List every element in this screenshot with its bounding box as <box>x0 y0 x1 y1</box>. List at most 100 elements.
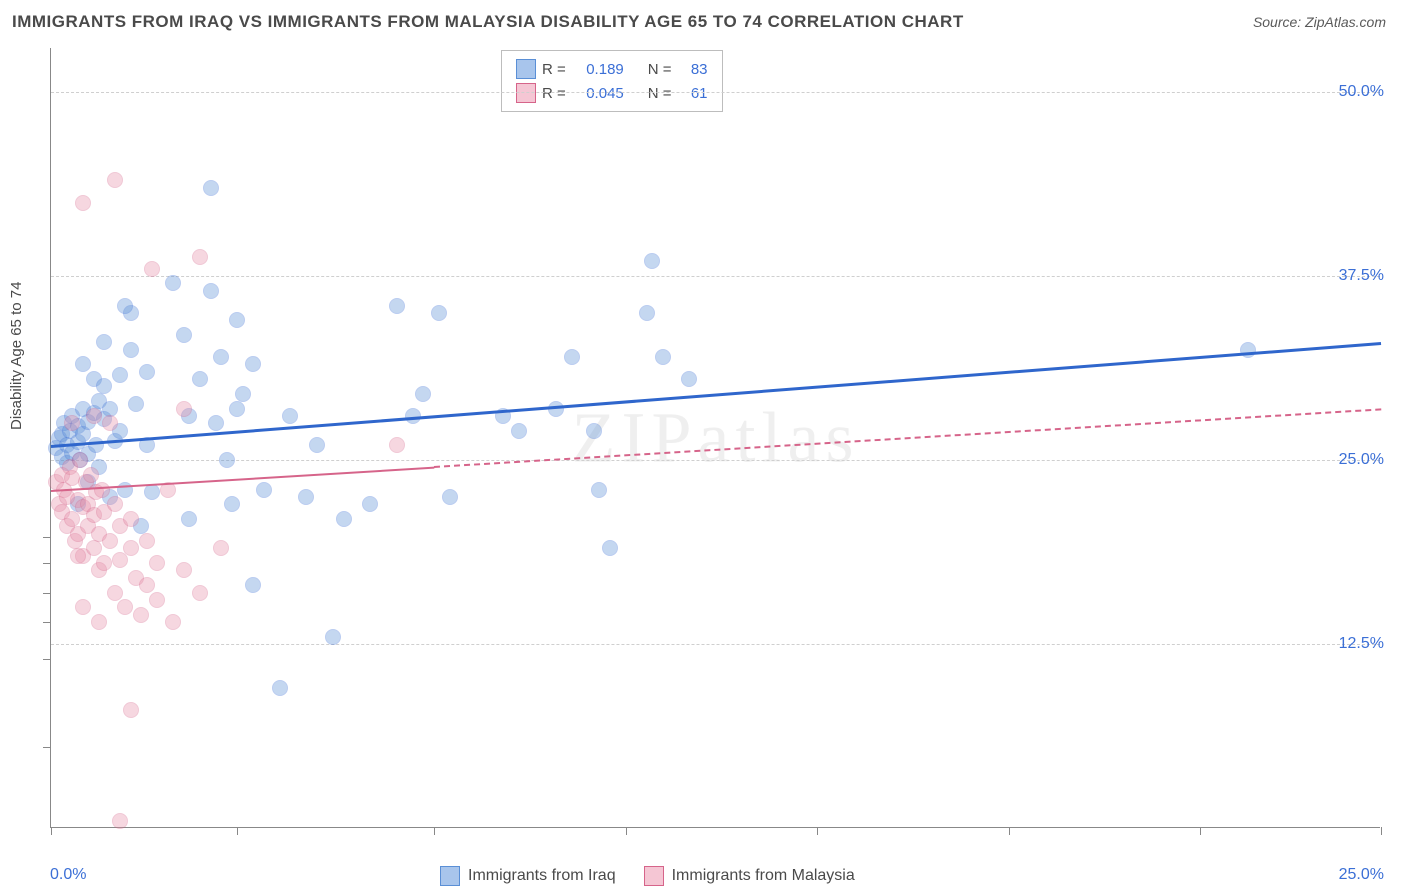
data-point <box>602 540 618 556</box>
y-tick-label: 37.5% <box>1339 267 1384 285</box>
data-point <box>88 437 104 453</box>
data-point <box>272 680 288 696</box>
data-point <box>176 327 192 343</box>
x-tick <box>51 827 52 835</box>
y-tick-label: 50.0% <box>1339 83 1384 101</box>
data-point <box>75 195 91 211</box>
y-tick <box>43 747 51 748</box>
data-point <box>219 452 235 468</box>
data-point <box>107 172 123 188</box>
data-point <box>325 629 341 645</box>
gridline <box>51 460 1380 461</box>
data-point <box>192 249 208 265</box>
r-value: 0.189 <box>572 61 624 78</box>
data-point <box>644 253 660 269</box>
data-point <box>107 496 123 512</box>
legend-label: Immigrants from Malaysia <box>672 867 855 885</box>
data-point <box>123 342 139 358</box>
data-point <box>133 607 149 623</box>
data-point <box>165 275 181 291</box>
data-point <box>229 312 245 328</box>
data-point <box>94 482 110 498</box>
data-point <box>117 599 133 615</box>
data-point <box>75 599 91 615</box>
source-attribution: Source: ZipAtlas.com <box>1253 14 1386 30</box>
x-tick <box>1009 827 1010 835</box>
y-tick-label: 25.0% <box>1339 451 1384 469</box>
data-point <box>176 562 192 578</box>
stats-legend: R =0.189N =83R =0.045N =61 <box>501 50 723 112</box>
legend-swatch <box>644 866 664 886</box>
data-point <box>144 484 160 500</box>
legend-item: Immigrants from Iraq <box>440 866 616 886</box>
data-point <box>107 585 123 601</box>
data-point <box>431 305 447 321</box>
x-axis-max-label: 25.0% <box>1339 866 1384 884</box>
data-point <box>91 614 107 630</box>
n-value: 83 <box>678 61 708 78</box>
data-point <box>511 423 527 439</box>
data-point <box>139 364 155 380</box>
data-point <box>389 437 405 453</box>
data-point <box>128 396 144 412</box>
data-point <box>176 401 192 417</box>
data-point <box>102 533 118 549</box>
data-point <box>86 408 102 424</box>
x-tick <box>237 827 238 835</box>
x-tick <box>626 827 627 835</box>
data-point <box>362 496 378 512</box>
stats-legend-row: R =0.189N =83 <box>516 57 708 81</box>
data-point <box>213 349 229 365</box>
scatter-chart: ZIPatlas R =0.189N =83R =0.045N =61 <box>50 48 1380 828</box>
data-point <box>203 283 219 299</box>
data-point <box>639 305 655 321</box>
legend-swatch <box>440 866 460 886</box>
gridline <box>51 276 1380 277</box>
data-point <box>245 356 261 372</box>
data-point <box>139 533 155 549</box>
x-tick <box>1200 827 1201 835</box>
gridline <box>51 92 1380 93</box>
y-tick <box>43 537 51 538</box>
r-label: R = <box>542 61 566 78</box>
y-tick <box>43 622 51 623</box>
data-point <box>102 401 118 417</box>
data-point <box>72 452 88 468</box>
data-point <box>117 482 133 498</box>
data-point <box>681 371 697 387</box>
data-point <box>149 592 165 608</box>
x-tick <box>817 827 818 835</box>
data-point <box>123 511 139 527</box>
data-point <box>224 496 240 512</box>
data-point <box>586 423 602 439</box>
gridline <box>51 644 1380 645</box>
data-point <box>96 334 112 350</box>
data-point <box>245 577 261 593</box>
y-tick <box>43 659 51 660</box>
y-tick <box>43 563 51 564</box>
data-point <box>96 555 112 571</box>
y-axis-label: Disability Age 65 to 74 <box>8 282 25 430</box>
x-tick <box>1381 827 1382 835</box>
legend-label: Immigrants from Iraq <box>468 867 616 885</box>
y-tick <box>43 593 51 594</box>
data-point <box>442 489 458 505</box>
data-point <box>229 401 245 417</box>
data-point <box>149 555 165 571</box>
data-point <box>336 511 352 527</box>
data-point <box>309 437 325 453</box>
data-point <box>139 577 155 593</box>
x-tick <box>434 827 435 835</box>
data-point <box>102 415 118 431</box>
data-point <box>75 356 91 372</box>
data-point <box>117 298 133 314</box>
data-point <box>144 261 160 277</box>
data-point <box>86 540 102 556</box>
bottom-legend: Immigrants from Iraq Immigrants from Mala… <box>440 866 855 886</box>
data-point <box>591 482 607 498</box>
legend-item: Immigrants from Malaysia <box>644 866 855 886</box>
legend-swatch <box>516 59 536 79</box>
data-point <box>298 489 314 505</box>
data-point <box>181 511 197 527</box>
data-point <box>70 548 86 564</box>
